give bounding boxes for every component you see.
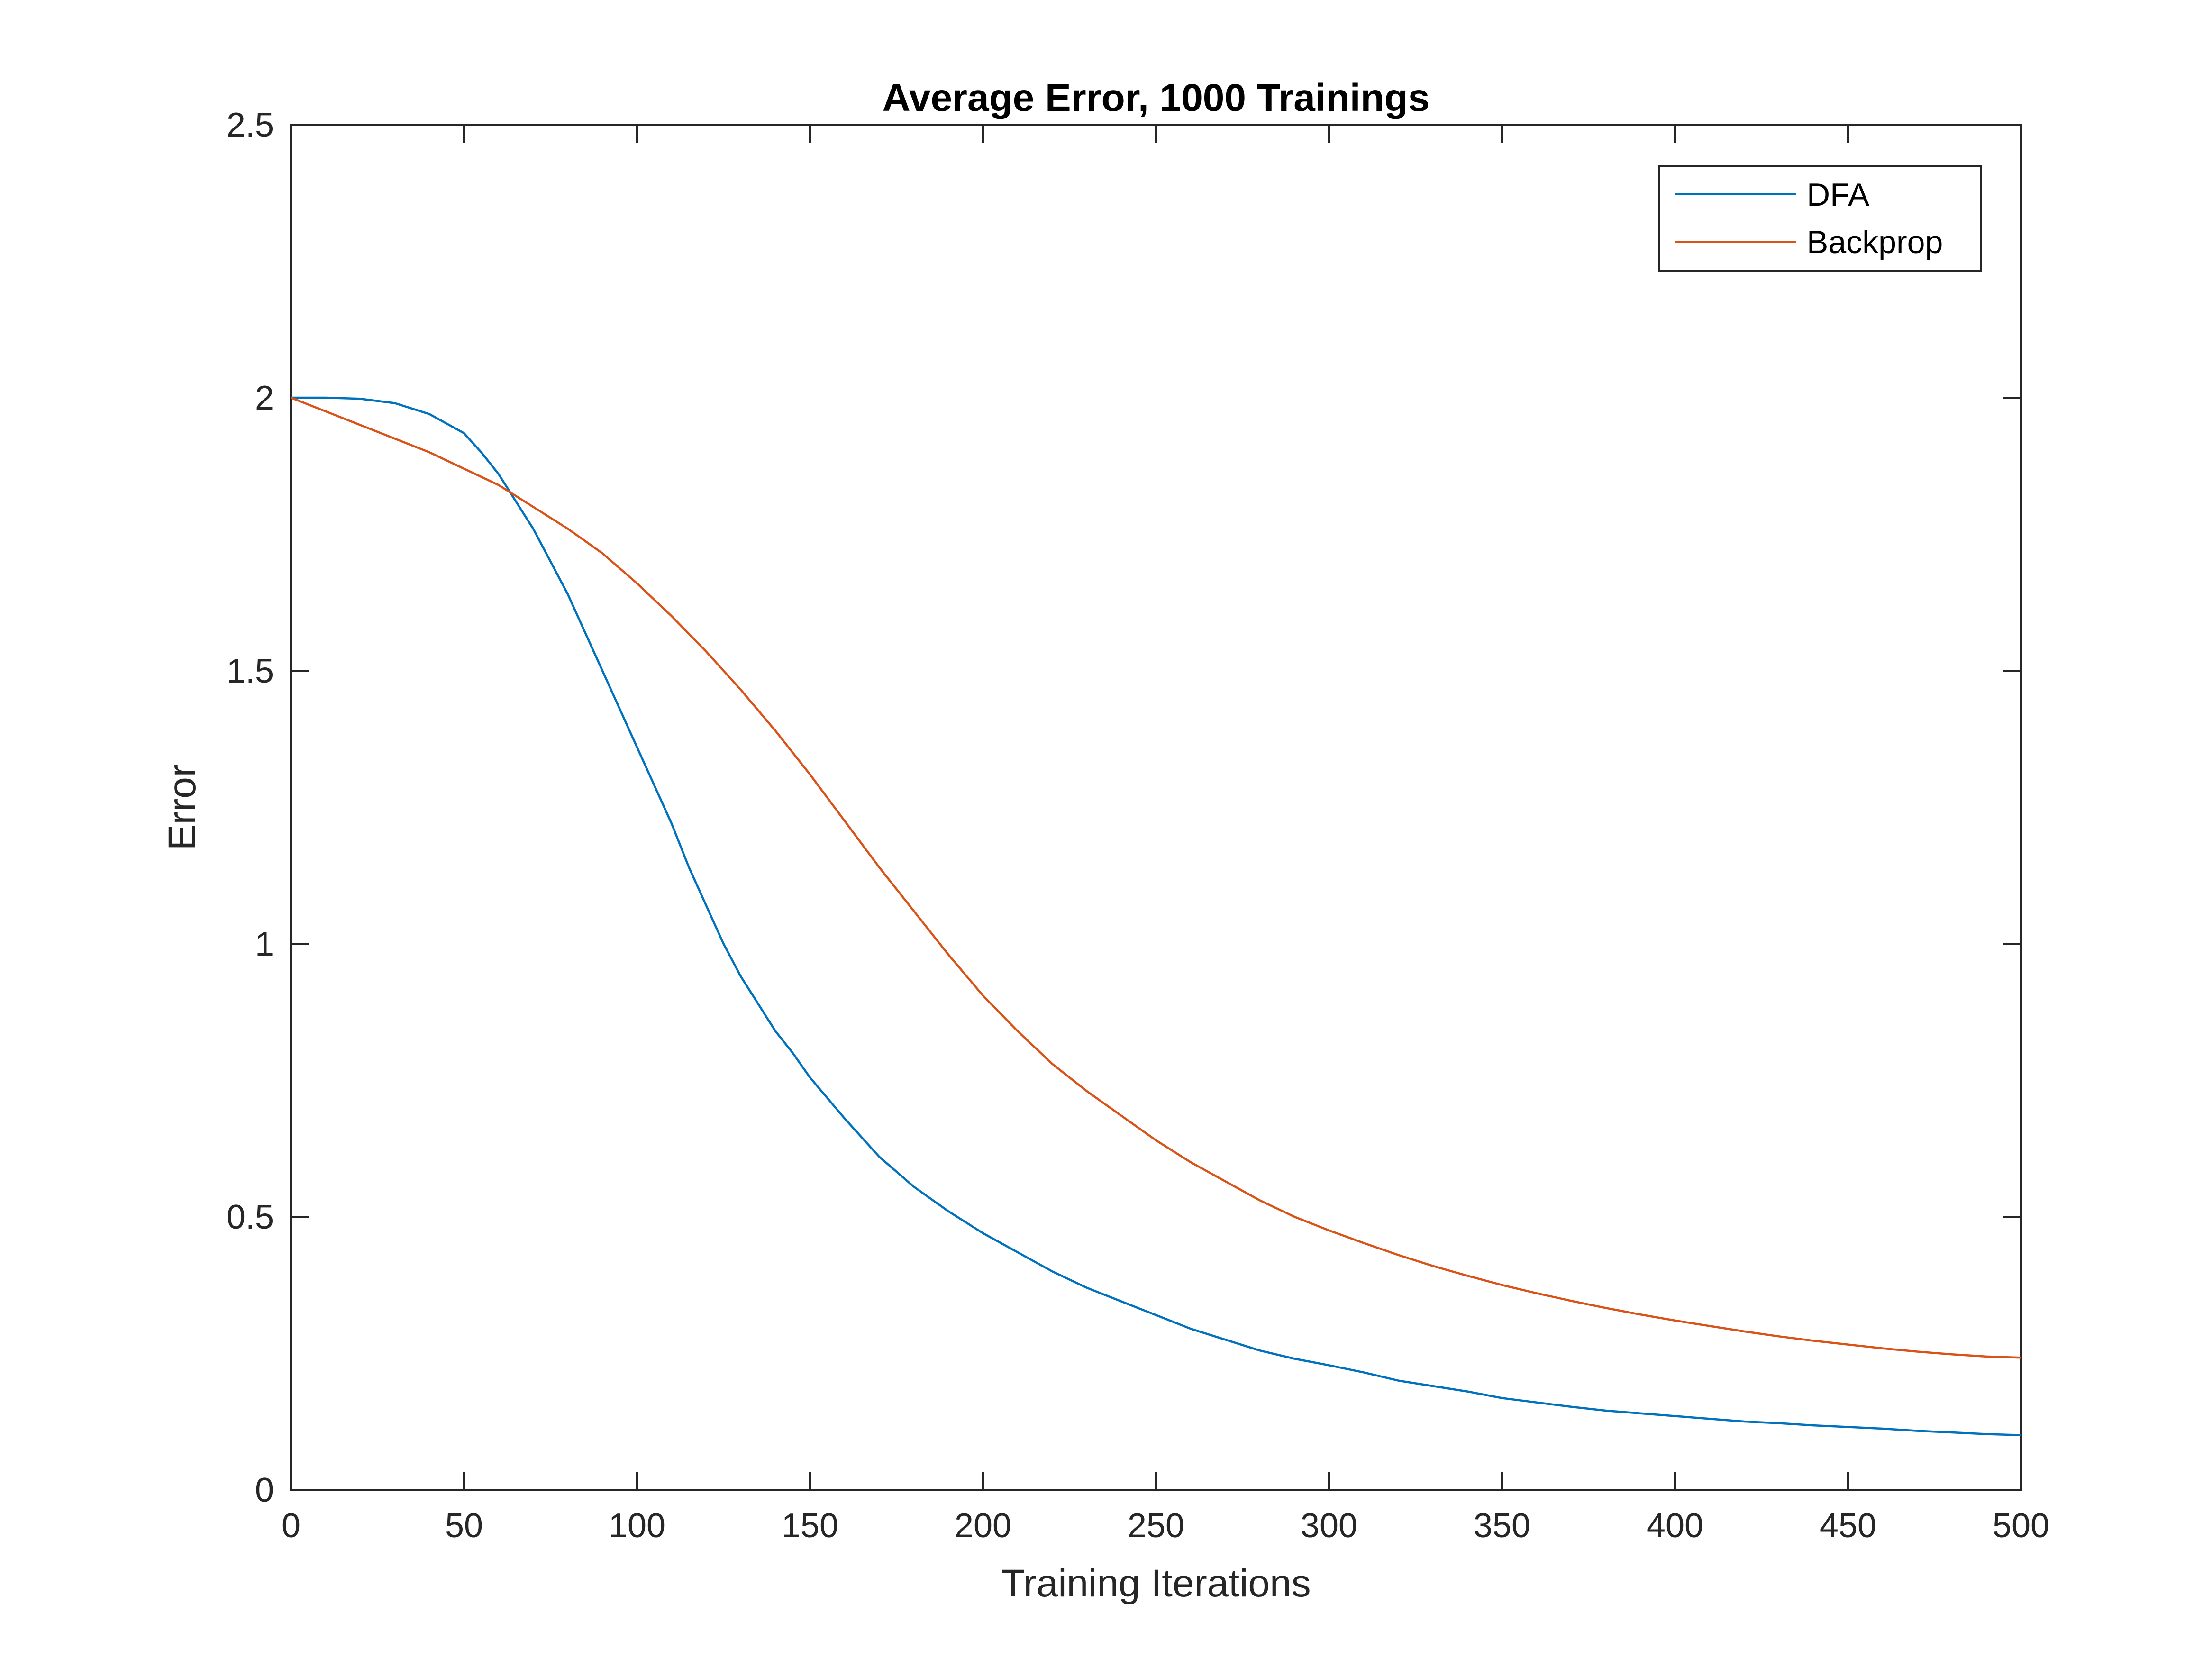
x-tick-label: 100	[609, 1507, 665, 1545]
x-tick-label: 150	[782, 1507, 838, 1545]
legend: DFA Backprop	[1658, 165, 1982, 272]
x-tick-label: 50	[445, 1507, 483, 1545]
axes-box	[290, 124, 2022, 1491]
x-axis-label: Training Iterations	[1001, 1562, 1311, 1605]
series-group	[291, 396, 2021, 1437]
chart-title: Average Error, 1000 Trainings	[883, 76, 1430, 119]
x-tick-label: 450	[1820, 1507, 1876, 1545]
x-tick-labels: 0 50 100 150 200 250 300 350 400 450 500	[282, 1507, 2049, 1545]
y-tick-label: 2.5	[227, 106, 274, 144]
x-tick-label: 0	[282, 1507, 300, 1545]
y-tick-label: 1	[255, 925, 274, 963]
y-tick-label: 2	[255, 379, 274, 417]
x-tick-label: 500	[1993, 1507, 2049, 1545]
x-tick-label: 200	[955, 1507, 1011, 1545]
tick-marks	[290, 124, 2022, 1491]
y-axis-label: Error	[161, 764, 204, 850]
legend-label-backprop: Backprop	[1807, 224, 1943, 260]
x-tick-label: 350	[1474, 1507, 1530, 1545]
y-tick-label: 1.5	[227, 652, 274, 690]
legend-box	[1658, 165, 1982, 272]
x-tick-label: 250	[1128, 1507, 1184, 1545]
y-tick-label: 0	[255, 1471, 274, 1509]
legend-label-dfa: DFA	[1807, 177, 1870, 213]
series-line-dfa	[291, 396, 2021, 1437]
series-line-backprop	[291, 396, 2021, 1359]
y-tick-label: 0.5	[227, 1198, 274, 1236]
y-tick-labels: 0 0.5 1 1.5 2 2.5	[227, 106, 274, 1509]
x-tick-label: 300	[1301, 1507, 1357, 1545]
x-tick-label: 400	[1647, 1507, 1703, 1545]
